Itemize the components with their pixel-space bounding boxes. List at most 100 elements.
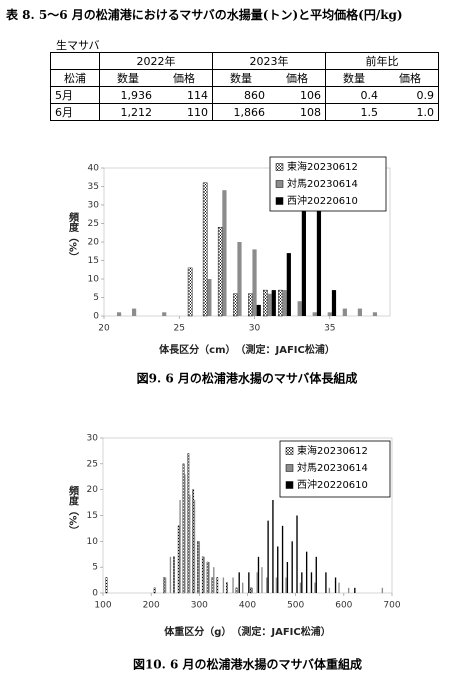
cell: 106 (269, 86, 326, 104)
bar (173, 556, 175, 594)
bar (198, 541, 201, 593)
bar (177, 525, 180, 594)
data-table: 2022年 2023年 前年比 松浦 数量 価格 数量 価格 数量 価格 5月 … (50, 52, 439, 121)
x-tick-label: 200 (143, 601, 160, 611)
bar (116, 312, 122, 316)
bar (291, 541, 293, 593)
bar (242, 582, 244, 593)
legend-swatch (275, 180, 284, 188)
bar (305, 551, 308, 593)
bar (314, 582, 316, 593)
y-axis-label: 頻度（%） (67, 484, 80, 535)
legend-swatch (285, 481, 294, 489)
corner-cell (50, 52, 100, 70)
column-header: 数量 (99, 69, 156, 87)
bar (211, 577, 214, 594)
bar (206, 561, 209, 594)
column-header: 価格 (156, 69, 213, 87)
bar (132, 308, 137, 316)
y-tick-label: 25 (87, 459, 98, 469)
bar (316, 193, 322, 316)
bar (299, 582, 302, 593)
y-tick-label: 20 (87, 485, 99, 495)
bar (201, 556, 204, 594)
bar (163, 577, 166, 594)
table-label: 生マサバ (56, 39, 100, 52)
x-tick-label: 300 (191, 601, 208, 611)
x-tick-label: 400 (239, 601, 256, 611)
bar (153, 587, 156, 594)
y-tick-label: 15 (88, 256, 99, 266)
cell: 1,936 (99, 86, 156, 104)
bar (169, 556, 172, 593)
x-tick-label: 500 (287, 601, 304, 611)
bar (162, 312, 167, 316)
y-tick-label: 5 (92, 563, 98, 573)
bar (357, 308, 362, 316)
table-title: 表 8. 5～6 月の松浦港におけるマサバの水揚量(トン)と平均価格(円/kg) (6, 8, 403, 22)
bar (164, 577, 167, 593)
y-tick-label: 35 (88, 182, 99, 192)
bar (226, 582, 228, 594)
x-tick-label: 35 (324, 324, 335, 334)
bar (202, 182, 208, 317)
y-axis-label: 頻度（%） (67, 211, 80, 262)
bar (192, 489, 195, 594)
legend-swatch (285, 447, 294, 455)
x-tick-label: 600 (335, 601, 352, 611)
legend-swatch (285, 464, 294, 472)
x-tick-label: 700 (383, 601, 400, 611)
cell: 0.9 (382, 86, 439, 104)
bar (256, 572, 258, 593)
x-tick-label: 20 (98, 324, 110, 334)
y-tick-label: 0 (93, 312, 99, 322)
bar (334, 577, 337, 593)
bar (338, 582, 340, 593)
bar (347, 587, 350, 593)
y-tick-label: 5 (93, 293, 99, 303)
bar (275, 577, 278, 593)
bar (328, 587, 331, 593)
bar (182, 463, 185, 594)
bar (252, 249, 257, 316)
bar (203, 556, 205, 593)
bar (217, 226, 223, 317)
column-header: 数量 (325, 69, 382, 87)
y-tick-label: 10 (87, 537, 99, 547)
bar (187, 453, 190, 594)
bar (267, 520, 269, 593)
bar (312, 312, 317, 316)
legend-box (269, 156, 387, 212)
bar (208, 562, 210, 593)
bar (327, 312, 332, 316)
y-tick-label: 20 (88, 238, 100, 248)
bar (301, 572, 303, 593)
figure-caption: 図9. 6 月の松浦港水揚のマサバ体長組成 (137, 371, 358, 386)
cell: 860 (212, 86, 269, 104)
legend-label: 東海20230612 (287, 160, 358, 173)
bar (187, 267, 193, 317)
legend-swatch (275, 163, 284, 171)
bar (222, 190, 227, 316)
bar (232, 577, 234, 593)
cell: 1,866 (212, 103, 269, 121)
y-tick-label: 30 (88, 201, 100, 211)
bar (381, 587, 384, 593)
figure-caption: 図10. 6 月の松浦港水揚のマサバ体重組成 (133, 657, 362, 672)
legend-box (279, 440, 391, 498)
bar (277, 546, 279, 593)
legend-label: 対馬20230614 (297, 461, 368, 474)
legend-label: 東海20230612 (297, 444, 368, 457)
bar (278, 289, 283, 317)
cell: 0.4 (325, 86, 382, 104)
bar (267, 293, 272, 316)
bar (216, 577, 219, 594)
bar (250, 587, 252, 594)
column-header: 価格 (269, 69, 326, 87)
bar (237, 242, 242, 316)
bar (213, 567, 215, 593)
x-axis-label: 体重区分（g） （測定：JAFIC松浦） (164, 625, 331, 638)
legend-label: 対馬20230614 (287, 177, 358, 190)
bar (248, 572, 250, 593)
y-tick-label: 30 (87, 434, 99, 444)
